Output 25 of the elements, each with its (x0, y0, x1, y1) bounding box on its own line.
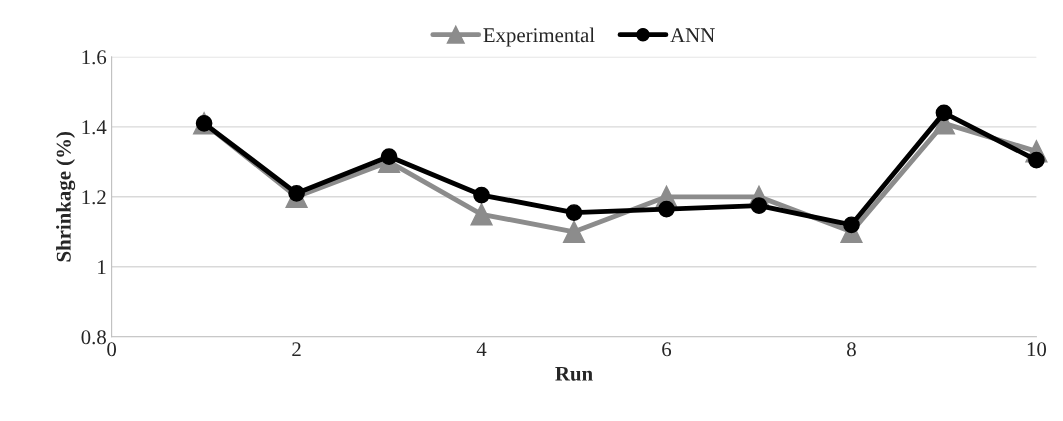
x-tick-label: 10 (1027, 342, 1047, 357)
y-tick-label: 0.8 (81, 330, 106, 345)
x-axis-title: Run (555, 366, 593, 381)
x-tick-label: 4 (476, 342, 487, 357)
point (470, 203, 493, 226)
y-tick-label: 1.4 (82, 120, 107, 135)
legend-label: Experimental (483, 27, 595, 47)
point (750, 197, 768, 214)
point (288, 184, 305, 202)
point (935, 104, 953, 122)
point (473, 186, 490, 204)
x-tick-label: 0 (107, 342, 117, 357)
x-tick-label: 2 (292, 342, 301, 357)
y-tick-label: 1.6 (82, 50, 107, 65)
point (843, 216, 860, 234)
x-tick-label: 6 (662, 342, 672, 357)
y-tick-label: 1.2 (82, 190, 106, 205)
y-axis-title: Shrinkage (%) (56, 132, 76, 262)
y-tick-label: 1 (98, 260, 106, 275)
point (565, 204, 583, 221)
legend-label: ANN (670, 28, 715, 42)
x-tick-label: 8 (847, 342, 856, 357)
point (380, 148, 398, 165)
point (562, 220, 586, 243)
point (658, 200, 675, 218)
